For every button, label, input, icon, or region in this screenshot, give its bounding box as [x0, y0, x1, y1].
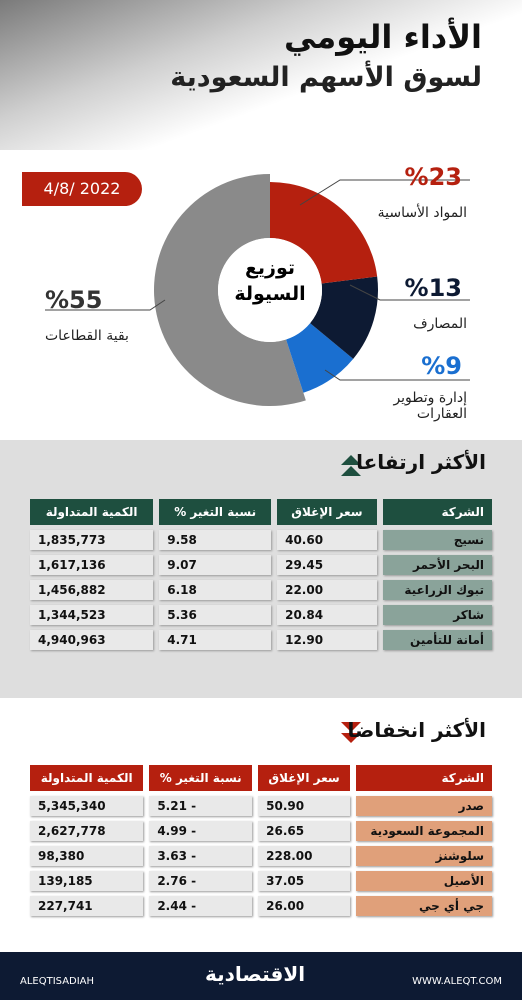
column-header: نسبة التغير % — [149, 765, 253, 791]
up-arrows — [341, 455, 361, 476]
table-row: نسيج 40.60 9.58 1,835,773 — [30, 530, 492, 550]
donut-slice — [310, 276, 378, 359]
table-row: جي أي جي 26.00- 2.44 227,741 — [30, 896, 492, 916]
category-label: المصارف — [413, 316, 467, 332]
table-cell: 1,835,773 — [30, 530, 154, 550]
table-cell: 4.71 — [159, 630, 272, 650]
table-cell: - 2.76 — [149, 871, 253, 891]
company-cell: تبوك الزراعية — [382, 580, 492, 600]
table-cell: 139,185 — [30, 871, 144, 891]
table-cell: 40.60 — [277, 530, 377, 550]
company-cell: نسيج — [382, 530, 492, 550]
table-cell: 2,627,778 — [30, 821, 144, 841]
section-title: الأكثر ارتفاعا — [356, 450, 486, 474]
brand: الاقتصادية — [205, 962, 306, 986]
header-row: الشركة سعر الإغلاق نسبة التغير % الكمية الم… — [30, 499, 492, 525]
table-cell: - 4.99 — [149, 821, 253, 841]
gainers-table: الشركة سعر الإغلاق نسبة التغير % الكمية الم… — [24, 494, 498, 655]
table-cell: - 3.63 — [149, 846, 253, 866]
column-header: الشركة — [355, 765, 492, 791]
table-cell: 1,456,882 — [30, 580, 154, 600]
value-label: %23 — [404, 163, 462, 191]
table-cell: 5.36 — [159, 605, 272, 625]
company-cell: جي أي جي — [355, 896, 492, 916]
social-handle: ALEQTISADIAH — [20, 976, 95, 987]
company-cell: شاكر — [382, 605, 492, 625]
company-cell: أمانة للتأمين — [382, 630, 492, 650]
company-cell: المجموعة السعودية — [355, 821, 492, 841]
donut-slice — [286, 323, 354, 393]
down-arrows — [341, 722, 361, 743]
donut-center-title: توزيع السيولة — [234, 257, 306, 305]
table-row: تبوك الزراعية 22.00 6.18 1,456,882 — [30, 580, 492, 600]
subtitle: لسوق الأسهم السعودية — [170, 62, 482, 93]
table-cell: 9.07 — [159, 555, 272, 575]
table-cell: 20.84 — [277, 605, 377, 625]
footer: ALEQTISADIAH الاقتصادية WWW.ALEQT.COM — [0, 952, 522, 1000]
table-row: سلوشنز 228.00- 3.63 98,380 — [30, 846, 492, 866]
donut-slice — [270, 182, 378, 284]
table-cell: 6.18 — [159, 580, 272, 600]
leader-line — [324, 369, 470, 381]
company-cell: صدر — [355, 796, 492, 816]
website: WWW.ALEQT.COM — [412, 976, 502, 987]
table-cell: 9.58 — [159, 530, 272, 550]
table-cell: 98,380 — [30, 846, 144, 866]
value-label: %13 — [404, 274, 462, 302]
header-row: الشركة سعر الإغلاق نسبة التغير % الكمية الم… — [30, 765, 492, 791]
category-label: إدارة وتطوير العقارات — [393, 390, 467, 422]
column-header: نسبة التغير % — [159, 499, 272, 525]
company-cell: البحر الأحمر — [382, 555, 492, 575]
table-row: شاكر 20.84 5.36 1,344,523 — [30, 605, 492, 625]
column-header: الكمية المتداولة — [30, 499, 154, 525]
table-row: البحر الأحمر 29.45 9.07 1,617,136 — [30, 555, 492, 575]
table-cell: 22.00 — [277, 580, 377, 600]
table-cell: 228.00 — [258, 846, 350, 866]
category-label: بقية القطاعات — [45, 328, 129, 344]
date-pill: 4/8/ 2022 — [22, 172, 142, 206]
table-row: المجموعة السعودية 26.65- 4.99 2,627,778 — [30, 821, 492, 841]
column-header: سعر الإغلاق — [277, 499, 377, 525]
table-cell: 1,617,136 — [30, 555, 154, 575]
table-cell: 26.65 — [258, 821, 350, 841]
table-cell: 4,940,963 — [30, 630, 154, 650]
table-cell: 29.45 — [277, 555, 377, 575]
company-cell: سلوشنز — [355, 846, 492, 866]
column-header: سعر الإغلاق — [258, 765, 350, 791]
table-cell: 227,741 — [30, 896, 144, 916]
section-title: الأكثر انخفاضا — [347, 718, 486, 742]
column-header: الكمية المتداولة — [30, 765, 144, 791]
table-cell: - 2.44 — [149, 896, 253, 916]
leader-line — [349, 284, 470, 301]
value-label: %9 — [421, 352, 462, 380]
table-cell: - 5.21 — [149, 796, 253, 816]
table-row: أمانة للتأمين 12.90 4.71 4,940,963 — [30, 630, 492, 650]
company-cell: الأصيل — [355, 871, 492, 891]
table-cell: 26.00 — [258, 896, 350, 916]
table-cell: 5,345,340 — [30, 796, 144, 816]
table-cell: 37.05 — [258, 871, 350, 891]
table-row: الأصيل 37.05- 2.76 139,185 — [30, 871, 492, 891]
column-header: الشركة — [382, 499, 492, 525]
table-cell: 12.90 — [277, 630, 377, 650]
leader-line — [299, 179, 470, 206]
donut-chart — [45, 174, 470, 407]
donut-slice — [154, 174, 306, 407]
header-bg — [0, 0, 522, 150]
table-row: صدر 50.90- 5.21 5,345,340 — [30, 796, 492, 816]
value-label: %55 — [45, 286, 103, 314]
category-label: المواد الأساسية — [377, 205, 467, 221]
table-cell: 1,344,523 — [30, 605, 154, 625]
losers-table: الشركة سعر الإغلاق نسبة التغير % الكمية الم… — [24, 760, 498, 921]
donut-hole — [218, 238, 322, 342]
table-cell: 50.90 — [258, 796, 350, 816]
leader-line — [45, 299, 166, 311]
title: الأداء اليومي — [284, 18, 482, 56]
